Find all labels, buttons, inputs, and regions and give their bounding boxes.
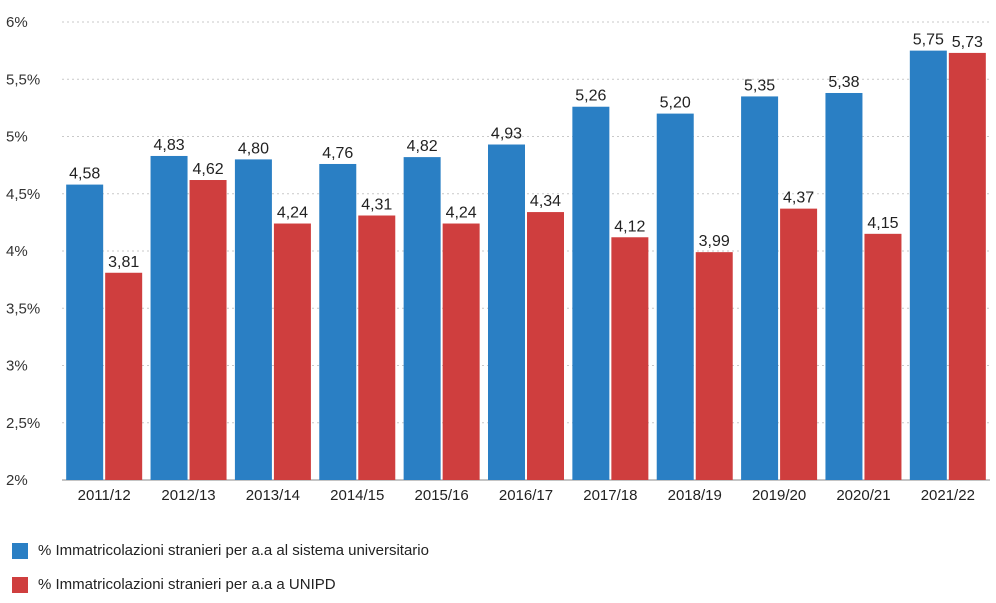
bar [948, 52, 986, 480]
data-label: 4,62 [192, 161, 223, 178]
x-tick-label: 2021/22 [921, 487, 975, 504]
data-label: 4,31 [361, 197, 392, 214]
data-label: 4,58 [69, 166, 100, 183]
data-label: 5,20 [660, 95, 691, 112]
bar [189, 180, 227, 480]
data-label: 4,24 [446, 205, 477, 222]
x-tick-label: 2020/21 [836, 487, 890, 504]
data-label: 4,80 [238, 140, 269, 157]
bar [780, 208, 818, 480]
legend-label: % Immatricolazioni stranieri per a.a al … [38, 542, 429, 559]
y-tick-label: 3,5% [6, 300, 40, 317]
y-tick-label: 2,5% [6, 415, 40, 432]
x-tick-label: 2015/16 [415, 487, 469, 504]
x-tick-label: 2018/19 [668, 487, 722, 504]
data-label: 4,82 [407, 138, 438, 155]
bar [864, 233, 902, 480]
data-label: 3,81 [108, 254, 139, 271]
x-tick-label: 2016/17 [499, 487, 553, 504]
data-label: 4,15 [867, 215, 898, 232]
bar [66, 184, 104, 480]
x-tick-label: 2019/20 [752, 487, 806, 504]
bar-chart: 2% 2,5% 3% 3,5% 4% 4,5% 5% 5,5% 6% 4,58 3,81 2011/1… [6, 14, 990, 504]
data-label: 3,99 [699, 233, 730, 250]
bar [150, 155, 188, 480]
y-tick-label: 5% [6, 129, 28, 146]
y-tick-label: 4,5% [6, 186, 40, 203]
y-tick-label: 4% [6, 243, 28, 260]
data-label: 5,75 [913, 32, 944, 49]
y-tick-label: 2% [6, 472, 28, 489]
data-label: 4,37 [783, 190, 814, 207]
x-tick-label: 2017/18 [583, 487, 637, 504]
legend-item-series-2: % Immatricolazioni stranieri per a.a a U… [12, 576, 336, 593]
x-tick-label: 2011/12 [78, 487, 131, 504]
bar [572, 106, 610, 480]
bar [403, 157, 441, 481]
data-label: 4,34 [530, 193, 561, 210]
data-label: 5,73 [952, 34, 983, 51]
bar [442, 223, 480, 480]
bar [105, 272, 143, 480]
y-tick-label: 6% [6, 14, 28, 31]
data-label: 4,12 [614, 218, 645, 235]
bar [741, 96, 779, 481]
data-label: 4,83 [153, 137, 184, 154]
data-label: 5,26 [575, 88, 606, 105]
data-label: 4,24 [277, 205, 308, 222]
bar [273, 223, 311, 480]
bar [695, 252, 733, 480]
bar [527, 212, 564, 480]
bar [488, 144, 525, 480]
y-tick-label: 5,5% [6, 71, 40, 88]
y-tick-label: 3% [6, 358, 28, 375]
legend-item-series-1: % Immatricolazioni stranieri per a.a al … [12, 542, 429, 559]
x-tick-label: 2012/13 [161, 487, 215, 504]
bar [319, 163, 357, 481]
data-label: 5,38 [828, 74, 859, 91]
legend-swatch-red [12, 576, 28, 593]
data-label: 4,93 [491, 126, 522, 143]
data-label: 4,76 [322, 145, 353, 162]
bar [909, 50, 947, 480]
bar [825, 92, 863, 481]
bar [234, 159, 272, 480]
x-tick-label: 2013/14 [246, 487, 300, 504]
x-tick-label: 2014/15 [330, 487, 384, 504]
legend-swatch-blue [12, 542, 28, 559]
bar [358, 215, 396, 480]
data-label: 5,35 [744, 77, 775, 94]
bar [656, 113, 694, 480]
bar [611, 237, 649, 480]
legend-label: % Immatricolazioni stranieri per a.a a U… [38, 576, 336, 593]
